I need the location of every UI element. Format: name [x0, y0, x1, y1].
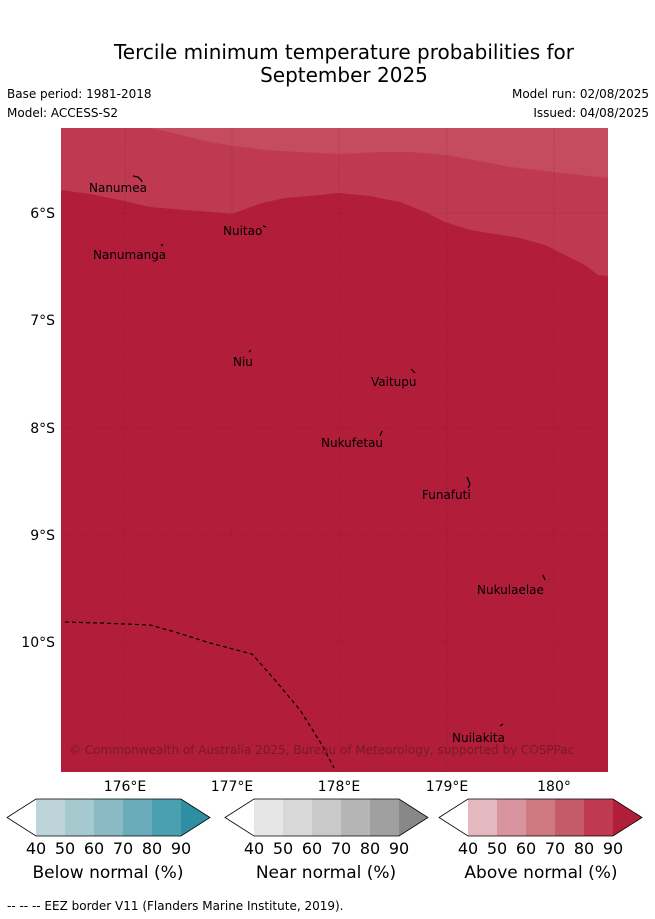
colorbar-segment	[341, 799, 370, 836]
colorbar-tick-label: 70	[331, 839, 351, 858]
island-label-niu: Niu	[233, 355, 253, 369]
model-name: Model: ACCESS-S2	[7, 106, 119, 120]
colorbar-segment	[65, 799, 94, 836]
lat-tick: 9°S	[30, 528, 55, 544]
lat-tick: 8°S	[30, 421, 55, 437]
map-panel: Nanumea Nuitao Nanumanga Niu Vaitupu Nuk…	[61, 128, 608, 772]
nuilakita-shape	[499, 723, 504, 727]
legend-label-near: Near normal (%)	[255, 863, 397, 883]
colorbar-segment	[584, 799, 613, 836]
colorbar-tick-label: 90	[389, 839, 409, 858]
title-line-2: September 2025	[260, 63, 428, 87]
colorbar-high-extend	[181, 799, 210, 836]
base-period: Base period: 1981-2018	[7, 87, 152, 101]
legend-label-above: Above normal (%)	[464, 863, 618, 883]
colorbar-tick-label: 90	[603, 839, 623, 858]
island-label-vaitupu: Vaitupu	[371, 375, 417, 389]
funafuti-shape	[466, 476, 471, 489]
lon-tick: 176°E	[104, 779, 147, 795]
colorbar-above-normal: 40 50 60 70 80 90	[438, 798, 643, 858]
colorbar-segment	[94, 799, 123, 836]
colorbar-segment	[283, 799, 312, 836]
colorbar-segment	[123, 799, 152, 836]
colorbar-outline	[438, 798, 643, 837]
colorbar-tick-label: 70	[113, 839, 133, 858]
nukufetau-shape	[379, 430, 383, 437]
colorbar-tick-label: 60	[302, 839, 322, 858]
colorbar-tick-label: 80	[360, 839, 380, 858]
map-title: Tercile minimum temperature probabilitie…	[0, 41, 655, 87]
colorbar-segment	[497, 799, 526, 836]
colorbar-outline	[6, 798, 211, 837]
region-above-70	[150, 128, 608, 178]
colorbar-tick-label: 40	[26, 839, 46, 858]
graticule	[61, 128, 608, 772]
lon-tick: 179°E	[426, 779, 469, 795]
colorbar-segment	[312, 799, 341, 836]
eez-border	[64, 621, 335, 769]
nukulaelae-shape	[542, 574, 546, 581]
colorbar-segment	[526, 799, 555, 836]
colorbar-tick-label: 60	[516, 839, 536, 858]
colorbar-tick-label: 60	[84, 839, 104, 858]
colorbar-low-extend	[7, 799, 36, 836]
colorbar-low-extend	[439, 799, 468, 836]
colorbar-segment	[370, 799, 399, 836]
longitude-axis: 176°E 177°E 178°E 179°E 180°	[104, 779, 571, 795]
colorbar-tick-label: 50	[273, 839, 293, 858]
colorbar-segment	[36, 799, 65, 836]
island-shapes	[132, 175, 546, 727]
colorbar-high-extend	[613, 799, 642, 836]
lat-tick: 6°S	[30, 206, 55, 222]
colorbar-tick-label: 50	[487, 839, 507, 858]
colorbar-segment	[468, 799, 497, 836]
title-line-1: Tercile minimum temperature probabilitie…	[113, 40, 575, 64]
island-label-nuilakita: Nuilakita	[452, 731, 505, 745]
colorbar-tick-label: 80	[142, 839, 162, 858]
lon-tick: 177°E	[211, 779, 254, 795]
copyright-notice: © Commonwealth of Australia 2025, Bureau…	[69, 743, 574, 757]
model-run: Model run: 02/08/2025	[511, 87, 649, 101]
colorbar-below-normal: 40 50 60 70 80 90	[6, 798, 211, 858]
colorbar-low-extend	[225, 799, 254, 836]
colorbar-tick-label: 40	[244, 839, 264, 858]
colorbar-outline	[224, 798, 429, 837]
colorbar-segment	[152, 799, 181, 836]
vaitupu-shape	[410, 368, 416, 374]
island-label-nukufetau: Nukufetau	[321, 436, 383, 450]
colorbar-tick-label: 90	[171, 839, 191, 858]
colorbar-tick-label: 70	[545, 839, 565, 858]
eez-footnote: -- -- -- EEZ border V11 (Flanders Marine…	[7, 899, 344, 913]
colorbar-tick-label: 40	[458, 839, 478, 858]
niu-shape	[248, 349, 252, 353]
island-label-funafuti: Funafuti	[422, 488, 471, 502]
island-label-nukulaelae: Nukulaelae	[477, 583, 544, 597]
island-label-nuitao: Nuitao	[223, 224, 262, 238]
lat-tick: 10°S	[21, 635, 55, 651]
issued-date: Issued: 04/08/2025	[533, 106, 649, 120]
colorbar-high-extend	[399, 799, 428, 836]
colorbar-near-normal: 40 50 60 70 80 90	[224, 798, 429, 858]
island-label-nanumanga: Nanumanga	[93, 248, 166, 262]
nanumea-shape	[132, 175, 143, 183]
region-above-80	[61, 128, 608, 276]
lat-tick: 7°S	[30, 313, 55, 329]
lon-tick: 178°E	[318, 779, 361, 795]
nanumanga-shape	[160, 243, 164, 247]
latitude-axis: 6°S 7°S 8°S 9°S 10°S	[21, 206, 55, 651]
colorbar-segment	[555, 799, 584, 836]
nuitao-shape	[262, 225, 267, 228]
colorbar-segment	[254, 799, 283, 836]
island-label-nanumea: Nanumea	[89, 181, 147, 195]
lon-tick: 180°	[537, 779, 571, 795]
colorbar-tick-label: 50	[55, 839, 75, 858]
legend-label-below: Below normal (%)	[32, 863, 184, 883]
colorbar-tick-label: 80	[574, 839, 594, 858]
